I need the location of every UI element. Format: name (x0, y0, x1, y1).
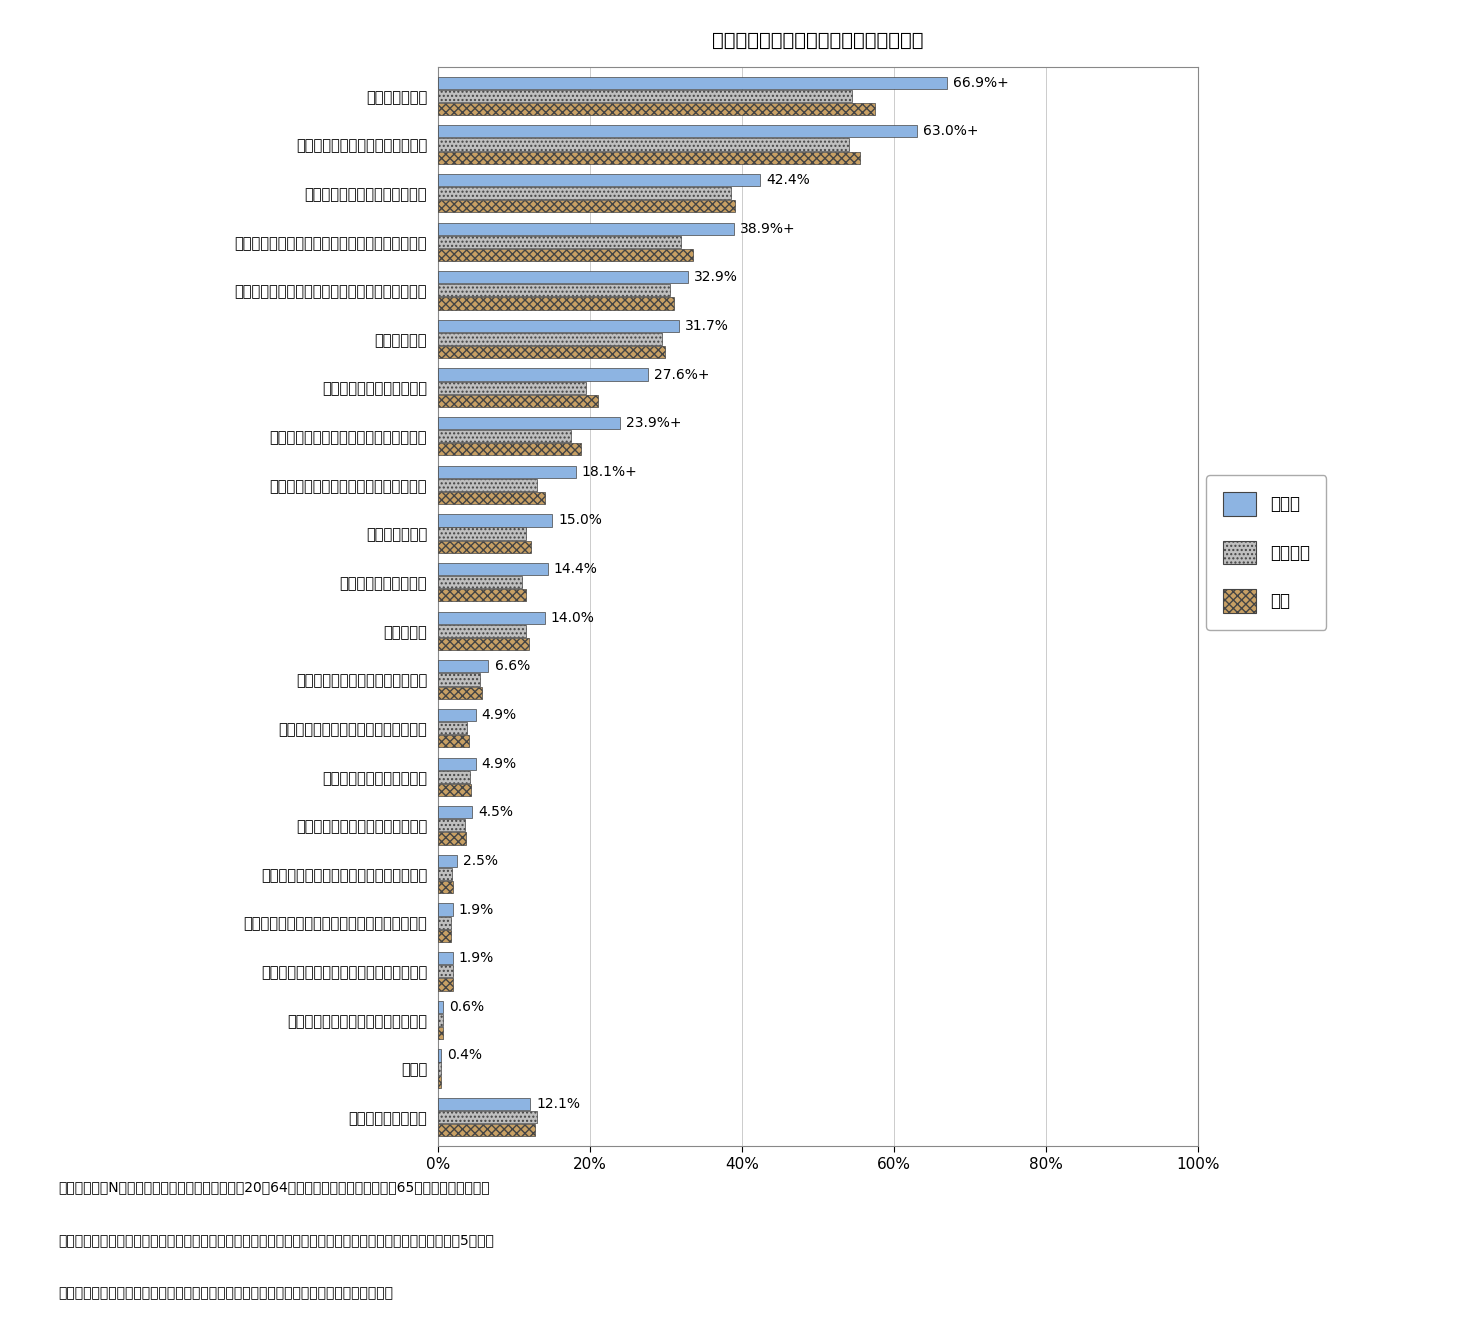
Text: 4.5%: 4.5% (479, 805, 514, 820)
Bar (438, 333, 662, 345)
Bar (438, 173, 760, 187)
Bar (438, 1098, 530, 1110)
Bar (438, 625, 526, 637)
Bar (438, 417, 619, 429)
Bar (438, 854, 457, 866)
Bar (438, 200, 735, 212)
Bar (438, 639, 529, 651)
Text: （備考１）　Nは全体が２，３ﾙﾘ、非高齢者（20〖64歳）が１，６８３、高齢者（65歳以上）が４ﾙ６。: （備考１） Nは全体が２，３ﾙﾘ、非高齢者（20〖64歳）が１，６８３、高齢者（… (58, 1180, 489, 1194)
Bar (438, 1049, 441, 1061)
Bar (438, 76, 947, 89)
Text: 2.5%: 2.5% (463, 854, 498, 868)
Bar (438, 881, 453, 893)
Text: 0.6%: 0.6% (449, 1000, 484, 1014)
Bar (438, 431, 571, 443)
Bar (438, 868, 451, 880)
Bar (438, 806, 472, 818)
Bar (438, 139, 849, 151)
Bar (438, 515, 552, 527)
Title: 図表５　物価高への防衛策（複数回答）: 図表５ 物価高への防衛策（複数回答） (713, 31, 923, 49)
Bar (438, 1014, 443, 1026)
Bar (438, 125, 918, 137)
Bar (438, 381, 586, 393)
Bar (438, 297, 674, 309)
Bar (438, 660, 488, 672)
Bar (438, 320, 679, 332)
Bar (438, 1026, 443, 1040)
Bar (438, 152, 861, 164)
Text: 14.4%: 14.4% (554, 563, 598, 576)
Bar (438, 236, 681, 248)
Text: 42.4%: 42.4% (767, 173, 811, 187)
Bar (438, 589, 526, 601)
Bar (438, 612, 545, 624)
Bar (438, 820, 465, 832)
Bar (438, 368, 649, 381)
Text: 23.9%+: 23.9%+ (625, 416, 681, 431)
Bar (438, 784, 470, 796)
Bar (438, 395, 598, 407)
Text: 38.9%+: 38.9%+ (739, 221, 796, 236)
Bar (438, 187, 730, 199)
Text: 1.9%: 1.9% (459, 902, 494, 917)
Text: 12.1%: 12.1% (536, 1097, 580, 1112)
Text: （資料）　ニッセイ基礎研究所「第１２回新型コロナによる暮らしの変化に関する調査」: （資料） ニッセイ基礎研究所「第１２回新型コロナによる暮らしの変化に関する調査」 (58, 1286, 393, 1301)
Bar (438, 673, 481, 685)
Bar (438, 929, 451, 942)
Bar (438, 709, 475, 721)
Text: 63.0%+: 63.0%+ (923, 124, 979, 139)
Text: 0.4%: 0.4% (447, 1049, 482, 1062)
Bar (438, 103, 875, 115)
Bar (438, 722, 468, 734)
Bar (438, 917, 451, 929)
Bar (438, 347, 665, 359)
Bar (438, 1062, 441, 1074)
Bar (438, 736, 469, 748)
Text: （備考２）　非高齢者と全体の値は省略。高齢者の値のうち全体と比べて差がある数値に＋表記（有意水準5％）。: （備考２） 非高齢者と全体の値は省略。高齢者の値のうち全体と比べて差がある数値に… (58, 1233, 494, 1248)
Bar (438, 978, 453, 990)
Legend: 高齢者, 非高齢者, 全体: 高齢者, 非高齢者, 全体 (1207, 476, 1327, 629)
Bar (438, 686, 482, 698)
Bar (438, 563, 548, 575)
Bar (438, 757, 475, 769)
Bar (438, 965, 453, 977)
Text: 4.9%: 4.9% (482, 708, 517, 722)
Text: 27.6%+: 27.6%+ (655, 368, 710, 381)
Text: 1.9%: 1.9% (459, 952, 494, 965)
Text: 14.0%: 14.0% (551, 611, 595, 625)
Bar (438, 1124, 535, 1137)
Bar (438, 249, 693, 261)
Bar (438, 89, 852, 101)
Bar (438, 952, 453, 964)
Bar (438, 528, 526, 540)
Text: 18.1%+: 18.1%+ (581, 465, 637, 479)
Text: 15.0%: 15.0% (558, 513, 602, 528)
Bar (438, 1076, 441, 1088)
Bar (438, 541, 530, 553)
Text: 32.9%: 32.9% (694, 271, 738, 284)
Text: 6.6%: 6.6% (494, 660, 530, 673)
Text: 66.9%+: 66.9%+ (953, 76, 1008, 89)
Text: 31.7%: 31.7% (685, 319, 729, 333)
Bar (438, 284, 671, 296)
Bar (438, 492, 545, 504)
Bar (438, 444, 581, 456)
Bar (438, 576, 522, 588)
Bar (438, 479, 538, 491)
Bar (438, 770, 470, 782)
Bar (438, 1001, 443, 1013)
Bar (438, 1112, 538, 1124)
Bar (438, 223, 733, 235)
Bar (438, 904, 453, 916)
Bar (438, 465, 576, 477)
Text: 4.9%: 4.9% (482, 757, 517, 770)
Bar (438, 271, 688, 284)
Bar (438, 832, 466, 845)
